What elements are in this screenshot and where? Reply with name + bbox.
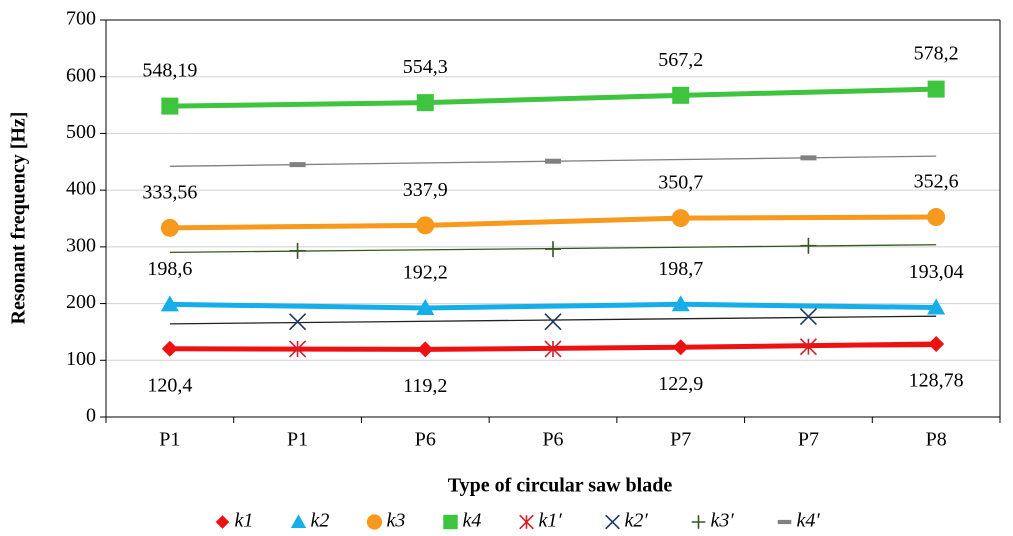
- legend-label: k3′: [711, 510, 735, 532]
- y-tick-label: 300: [66, 234, 96, 256]
- series-line: [169, 222, 426, 231]
- series-line: [169, 301, 426, 311]
- y-tick-label: 400: [66, 178, 96, 200]
- legend-label: k3: [387, 510, 406, 532]
- marker: [672, 86, 690, 104]
- x-tick-label: P1: [287, 429, 308, 451]
- marker: [928, 335, 945, 352]
- data-label: 554,3: [403, 56, 448, 78]
- y-axis-title: Resonant frequency [Hz]: [8, 112, 30, 325]
- marker: [290, 514, 307, 528]
- marker: [366, 514, 383, 530]
- series-line: [425, 215, 681, 228]
- marker: [289, 313, 307, 331]
- legend-label: k1′: [539, 510, 563, 532]
- marker: [927, 298, 946, 315]
- x-tick-label: P6: [415, 429, 436, 451]
- x-axis-title: Type of circular saw blade: [448, 475, 673, 497]
- marker: [289, 340, 307, 358]
- marker: [800, 237, 817, 254]
- data-label: 120,4: [147, 374, 192, 396]
- legend-label: k4′: [797, 510, 821, 532]
- marker: [691, 515, 706, 529]
- x-tick-label: P1: [159, 429, 180, 451]
- marker: [160, 295, 179, 312]
- legend-label: k4: [463, 510, 482, 532]
- marker: [443, 514, 458, 530]
- marker: [416, 298, 435, 315]
- marker: [215, 515, 230, 529]
- y-tick-label: 0: [86, 405, 96, 427]
- x-tick-label: P8: [926, 429, 947, 451]
- legend-label: k1: [235, 510, 254, 532]
- data-label: 192,2: [403, 262, 448, 284]
- y-tick-label: 500: [66, 121, 96, 143]
- marker: [672, 339, 689, 356]
- data-label: 333,56: [142, 181, 197, 203]
- data-label: 128,78: [909, 370, 964, 392]
- legend-label: k2: [311, 510, 330, 532]
- y-tick-label: 600: [66, 64, 96, 86]
- marker: [544, 313, 562, 331]
- data-label: 198,6: [147, 258, 192, 280]
- legend-label: k2′: [625, 510, 649, 532]
- series-line: [425, 92, 681, 106]
- marker: [544, 340, 562, 358]
- x-tick-label: P7: [670, 429, 691, 451]
- data-label: 198,7: [658, 258, 703, 280]
- data-label: 119,2: [403, 375, 447, 397]
- series-line: [425, 301, 681, 311]
- marker: [799, 338, 817, 356]
- data-label: 548,19: [142, 60, 197, 82]
- marker: [416, 94, 434, 112]
- marker: [671, 209, 690, 228]
- marker: [160, 218, 179, 237]
- data-label: 350,7: [658, 172, 703, 194]
- marker: [671, 295, 690, 312]
- data-label: 122,9: [658, 373, 703, 395]
- series-line: [680, 86, 937, 98]
- marker: [545, 241, 561, 258]
- marker: [161, 97, 179, 115]
- y-tick-label: 200: [66, 291, 96, 313]
- marker: [519, 514, 534, 530]
- marker: [161, 340, 178, 357]
- data-label: 578,2: [914, 43, 959, 65]
- x-tick-label: P6: [542, 429, 563, 451]
- series-line: [680, 214, 937, 221]
- marker: [605, 514, 620, 530]
- data-label: 567,2: [658, 49, 703, 71]
- marker: [417, 341, 434, 358]
- data-label: 193,04: [909, 261, 964, 283]
- y-tick-label: 100: [66, 348, 96, 370]
- marker: [416, 216, 435, 235]
- marker: [799, 308, 817, 326]
- data-label: 352,6: [914, 171, 959, 193]
- marker: [927, 208, 946, 227]
- x-tick-label: P7: [798, 429, 819, 451]
- series-line: [169, 100, 426, 109]
- marker: [927, 80, 945, 98]
- series-line: [680, 301, 937, 311]
- y-tick-label: 700: [66, 8, 96, 30]
- marker: [289, 242, 306, 259]
- data-label: 337,9: [403, 179, 448, 201]
